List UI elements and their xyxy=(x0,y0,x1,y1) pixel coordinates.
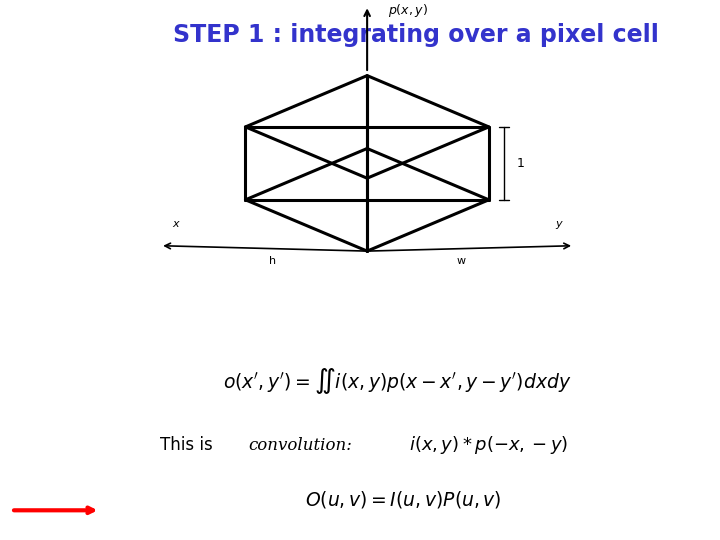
Text: $O(u, v) = I(u, v)P(u, v)$: $O(u, v) = I(u, v)P(u, v)$ xyxy=(305,489,502,510)
Text: $i(x, y) * p(-x,-y)$: $i(x, y) * p(-x,-y)$ xyxy=(409,435,568,456)
Text: convolution:: convolution: xyxy=(248,437,352,454)
Text: This is: This is xyxy=(161,436,218,455)
Text: w: w xyxy=(457,256,466,267)
Text: Computer
Vision: Computer Vision xyxy=(9,73,102,110)
Text: y: y xyxy=(555,219,562,229)
Text: 1: 1 xyxy=(516,157,524,170)
Text: $o(x', y') = \iint i(x, y)p(x - x', y - y')dxdy$: $o(x', y') = \iint i(x, y)p(x - x', y - … xyxy=(223,366,572,396)
Text: x: x xyxy=(172,219,179,229)
Text: h: h xyxy=(269,256,276,267)
Text: STEP 1 : integrating over a pixel cell: STEP 1 : integrating over a pixel cell xyxy=(173,23,659,47)
Text: $p(x,y)$: $p(x,y)$ xyxy=(388,2,428,19)
